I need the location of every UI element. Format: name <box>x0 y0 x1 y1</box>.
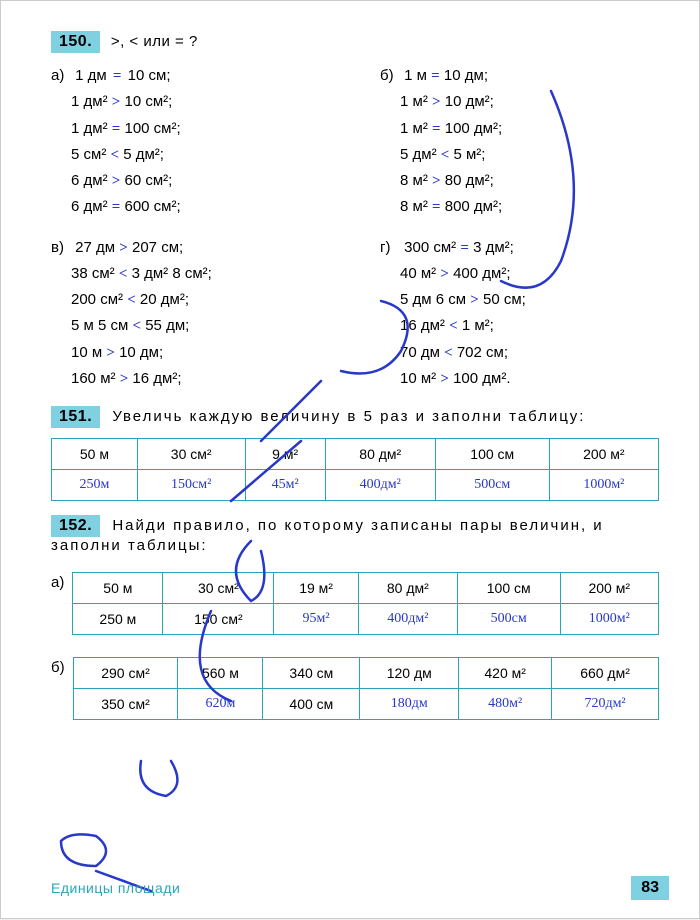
ex150-block-b: б) 1 м = 10 дм; 1 м² > 10 дм²; 1 м² = 10… <box>380 63 659 221</box>
table-row: 250м 150см² 45м² 400дм² 500см 1000м² <box>52 470 659 501</box>
ex151-header: 151. Увеличь каждую величину в 5 раз и з… <box>51 406 659 428</box>
block-label: а) <box>51 63 71 89</box>
table-row: 50 м30 см²19 м²80 дм²100 см200 м² <box>73 573 659 604</box>
footer-topic: Единицы площади <box>51 880 180 896</box>
table-row: 290 см²560 м340 см120 дм420 м²660 дм² <box>73 658 658 689</box>
block-label: а) <box>51 564 64 591</box>
ex150-block-v: в) 27 дм > 207 см; 38 см² < 3 дм² 8 см²;… <box>51 235 330 393</box>
table-row: 50 м 30 см² 9 м² 80 дм² 100 см 200 м² <box>52 439 659 470</box>
ex150-header: 150. >, < или = ? <box>51 31 659 53</box>
ex152-title: Найди правило, по которому записаны пары… <box>51 517 604 554</box>
table-row: 350 см² 620м 400 см 180дм 480м² 720дм² <box>73 689 658 720</box>
ex150-row1: а) 1 дм = 10 см; 1 дм² > 10 см²; 1 дм² =… <box>51 63 659 221</box>
ex150-number: 150. <box>51 31 100 53</box>
page-footer: Единицы площади 83 <box>51 876 669 900</box>
block-label: г) <box>380 235 400 261</box>
ex152-b-table: 290 см²560 м340 см120 дм420 м²660 дм² 35… <box>73 657 659 720</box>
ex152-a-table: 50 м30 см²19 м²80 дм²100 см200 м² 250 м … <box>72 572 659 635</box>
ex150-row2: в) 27 дм > 207 см; 38 см² < 3 дм² 8 см²;… <box>51 235 659 393</box>
ex150-block-g: г) 300 см² = 3 дм²; 40 м² > 400 дм²; 5 д… <box>380 235 659 393</box>
ex151-title: Увеличь каждую величину в 5 раз и заполн… <box>112 408 585 425</box>
workbook-page: 150. >, < или = ? а) 1 дм = 10 см; 1 дм²… <box>0 0 700 919</box>
block-label: б) <box>380 63 400 89</box>
ex150-block-a: а) 1 дм = 10 см; 1 дм² > 10 см²; 1 дм² =… <box>51 63 330 221</box>
ex152-a: а) 50 м30 см²19 м²80 дм²100 см200 м² 250… <box>51 564 659 649</box>
ex151-number: 151. <box>51 406 100 428</box>
table-row: 250 м 150 см² 95м² 400дм² 500см 1000м² <box>73 604 659 635</box>
ex152-number: 152. <box>51 515 100 537</box>
ex152-header: 152. Найди правило, по которому записаны… <box>51 515 659 554</box>
page-number: 83 <box>631 876 669 900</box>
block-label: в) <box>51 235 71 261</box>
ex151-table: 50 м 30 см² 9 м² 80 дм² 100 см 200 м² 25… <box>51 438 659 501</box>
block-label: б) <box>51 649 65 676</box>
ex152-b: б) 290 см²560 м340 см120 дм420 м²660 дм²… <box>51 649 659 734</box>
ex150-title: >, < или = ? <box>111 33 198 50</box>
